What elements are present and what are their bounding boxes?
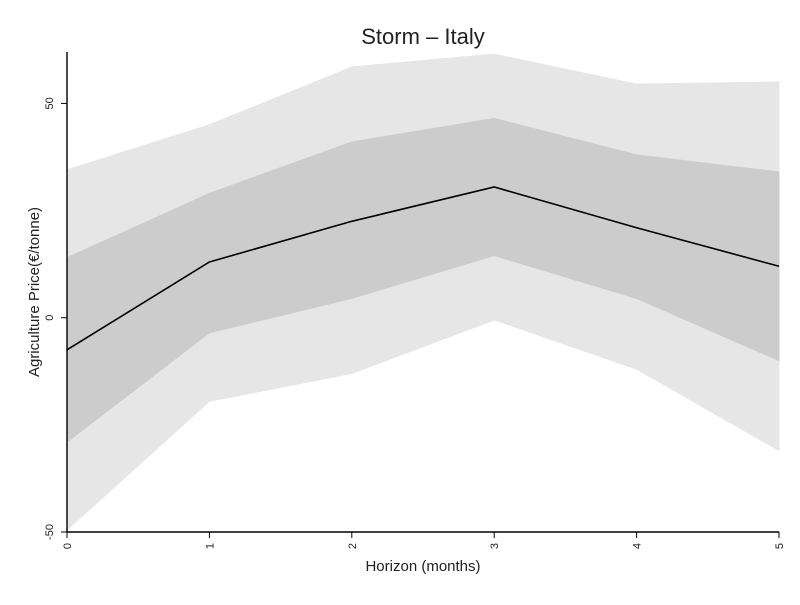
point-estimate-line	[66, 186, 780, 351]
plot-area: -50 0 50 0 1 2 3 4 5	[44, 52, 786, 549]
x-tick-label: 0	[62, 543, 74, 549]
y-axis-label: Agriculture Price(€/tonne)	[26, 207, 43, 377]
y-tick-label: 50	[44, 97, 56, 109]
inner-confidence-band	[66, 117, 780, 444]
x-tick-label: 1	[204, 543, 216, 549]
x-tick-label: 4	[632, 543, 644, 549]
x-tick-label: 5	[774, 543, 786, 549]
x-axis-label: Horizon (months)	[365, 558, 480, 575]
y-tick-label: 0	[44, 315, 56, 321]
y-tick-label: -50	[44, 524, 56, 540]
chart-title: Storm – Italy	[361, 24, 484, 49]
x-tick-label: 3	[489, 543, 501, 549]
x-tick-label: 2	[347, 543, 359, 549]
